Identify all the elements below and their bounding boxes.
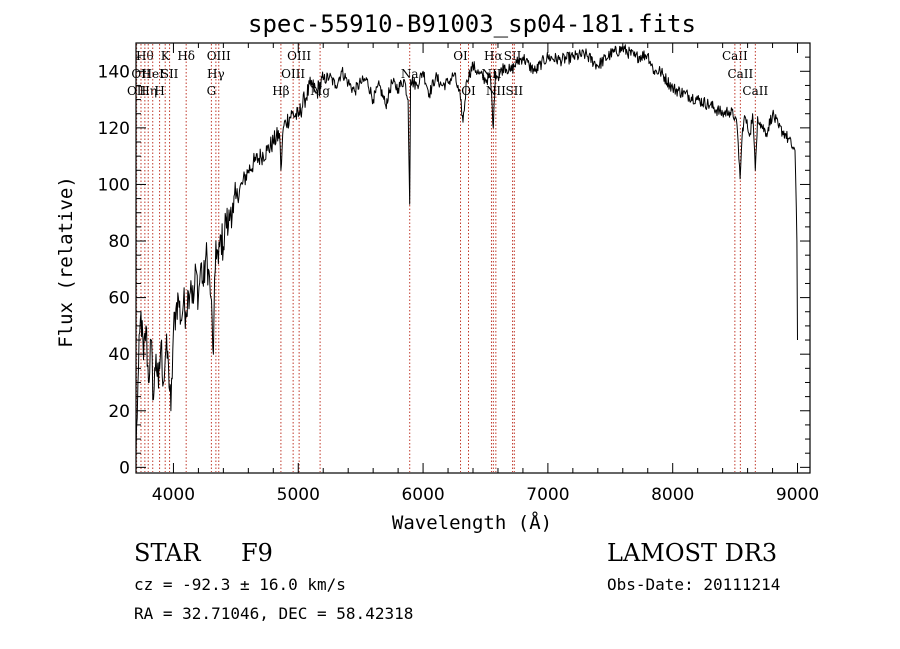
y-axis-label: Flux (relative) <box>55 176 77 348</box>
survey-name: LAMOST DR3 <box>607 539 778 567</box>
line-marker-label: OI <box>461 84 476 98</box>
y-tick-label: 140 <box>98 62 130 82</box>
y-tick-label: 100 <box>98 175 130 195</box>
line-marker-label: CaII <box>722 49 748 63</box>
line-marker-label: Hγ <box>207 67 225 81</box>
line-marker-label: Na <box>401 67 419 81</box>
x-tick-label: 4000 <box>152 485 195 505</box>
y-tick-label: 40 <box>108 345 130 365</box>
line-marker-label: OIII <box>287 49 311 63</box>
line-marker-label: OIII <box>207 49 231 63</box>
x-tick-label: 8000 <box>651 485 694 505</box>
line-marker-label: SII <box>161 67 179 81</box>
line-marker-label: Hβ <box>272 84 289 98</box>
chart-title: spec-55910-B91003_sp04-181.fits <box>248 10 696 38</box>
line-marker-label: Hθ <box>136 49 154 63</box>
x-axis-label: Wavelength (Å) <box>392 511 552 534</box>
line-marker-label: NII <box>486 84 506 98</box>
obs-date: Obs-Date: 20111214 <box>607 575 781 594</box>
y-tick-label: 80 <box>108 232 130 252</box>
line-marker-label: SII <box>505 84 523 98</box>
line-marker-label: OII <box>127 84 147 98</box>
line-marker-label: K <box>161 49 171 63</box>
line-marker-label: Hδ <box>177 49 195 63</box>
line-marker-label: CaII <box>727 67 753 81</box>
y-tick-label: 0 <box>119 458 130 478</box>
line-marker-label: G <box>207 84 217 98</box>
x-tick-label: 9000 <box>776 485 819 505</box>
y-tick-label: 120 <box>98 119 130 139</box>
line-marker-label: CaII <box>742 84 768 98</box>
axis-ticks: 4000 5000 6000 7000 8000 9000 0 20 40 60 80 100 120 1… <box>98 43 819 505</box>
spectrum-chart: spec-55910-B91003_sp04-181.fits OIIOIIHθ… <box>55 10 819 534</box>
series-layer <box>135 44 798 454</box>
x-tick-label: 6000 <box>401 485 444 505</box>
coordinates: RA = 32.71046, DEC = 58.42318 <box>134 604 414 623</box>
x-tick-label: 7000 <box>526 485 569 505</box>
y-tick-label: 20 <box>108 402 130 422</box>
line-marker-label: Hα <box>484 49 503 63</box>
spectrum-line <box>135 44 798 454</box>
line-marker-label: HeI <box>142 67 165 81</box>
spectral-subclass: F9 <box>241 539 273 567</box>
redshift-text: cz = -92.3 ± 16.0 km/s <box>134 575 346 594</box>
line-marker-label: H <box>154 84 164 98</box>
line-marker-label: OIII <box>281 67 305 81</box>
x-tick-label: 5000 <box>277 485 320 505</box>
y-tick-label: 60 <box>108 289 130 309</box>
object-class: STAR <box>134 539 201 567</box>
line-marker-label: OI <box>453 49 468 63</box>
